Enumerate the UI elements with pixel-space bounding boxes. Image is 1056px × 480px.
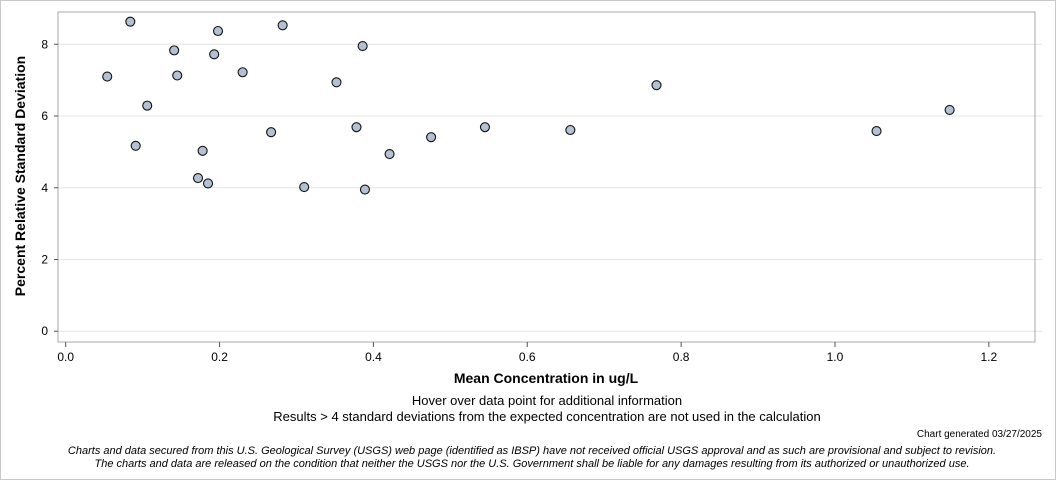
data-point[interactable] xyxy=(359,184,370,195)
results-note: Results > 4 standard deviations from the… xyxy=(273,409,821,424)
y-tick-label: 8 xyxy=(41,37,48,51)
data-point[interactable] xyxy=(102,71,113,82)
data-point[interactable] xyxy=(651,80,662,91)
data-point[interactable] xyxy=(209,49,220,60)
data-point[interactable] xyxy=(202,178,214,189)
data-point[interactable] xyxy=(172,70,183,81)
data-point[interactable] xyxy=(944,104,955,115)
data-point[interactable] xyxy=(169,45,180,56)
disclaimer-line-2: The charts and data are released on the … xyxy=(94,458,970,470)
x-tick-label: 0.6 xyxy=(519,350,536,364)
data-point[interactable] xyxy=(277,20,288,31)
x-axis-title: Mean Concentration in ug/L xyxy=(454,370,639,386)
data-point[interactable] xyxy=(197,145,208,156)
x-tick-label: 0.8 xyxy=(673,350,690,364)
data-point[interactable] xyxy=(565,124,576,136)
data-point[interactable] xyxy=(266,127,277,138)
data-point[interactable] xyxy=(125,16,136,27)
data-point[interactable] xyxy=(426,132,437,143)
data-point[interactable] xyxy=(142,100,153,111)
y-axis: 0 2 4 6 8 xyxy=(41,37,58,338)
data-point[interactable] xyxy=(351,122,362,133)
data-points xyxy=(102,16,955,195)
data-point[interactable] xyxy=(212,25,224,37)
data-point[interactable] xyxy=(479,122,491,133)
hover-note: Hover over data point for additional inf… xyxy=(411,393,683,408)
x-tick-label: 1.2 xyxy=(980,350,997,364)
data-point[interactable] xyxy=(237,67,248,78)
data-point[interactable] xyxy=(130,140,141,151)
y-axis-title: Percent Relative Standard Deviation xyxy=(12,56,28,296)
data-point[interactable] xyxy=(192,173,204,184)
y-tick-label: 4 xyxy=(41,181,48,195)
x-tick-label: 0.0 xyxy=(57,350,74,364)
x-tick-label: 1.0 xyxy=(827,350,844,364)
data-point[interactable] xyxy=(871,126,882,137)
x-tick-label: 0.4 xyxy=(365,350,382,364)
plot-area xyxy=(57,11,1036,343)
y-tick-label: 0 xyxy=(41,324,48,338)
gridlines xyxy=(58,43,1042,332)
data-point[interactable] xyxy=(299,181,310,193)
scatter-chart: 0.0 0.2 0.4 0.6 0.8 1.0 1.2 0 2 4 6 8 Mean Concent… xyxy=(12,11,1042,386)
disclaimer-line-1: Charts and data secured from this U.S. G… xyxy=(67,445,997,457)
y-tick-label: 2 xyxy=(41,253,48,267)
data-point[interactable] xyxy=(357,41,368,52)
y-tick-label: 6 xyxy=(41,109,48,123)
data-point[interactable] xyxy=(331,77,342,88)
data-point[interactable] xyxy=(384,148,395,160)
chart-generated-date: Chart generated 03/27/2025 xyxy=(916,429,1042,440)
x-axis: 0.0 0.2 0.4 0.6 0.8 1.0 1.2 xyxy=(57,342,998,364)
x-tick-label: 0.2 xyxy=(211,350,228,364)
